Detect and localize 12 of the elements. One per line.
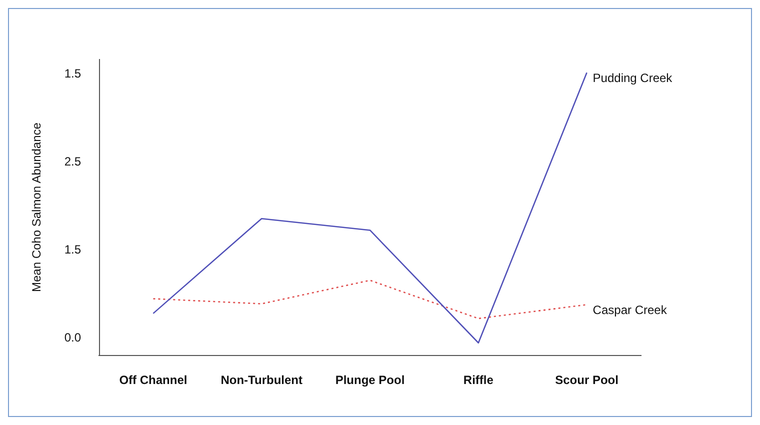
series-label: Pudding Creek [592, 70, 674, 85]
x-tick-label: Plunge Pool [335, 373, 405, 388]
text: 1.5 [64, 242, 82, 256]
x-tick-label: Off Channel [119, 373, 188, 388]
x-tick-label: Riffle [463, 373, 494, 388]
x-tick-label: Non-Turbulent [220, 373, 302, 388]
text: 1.5 [64, 66, 82, 80]
series-label: Caspar Creek [592, 302, 668, 317]
x-tick-label: Scour Pool [555, 373, 618, 388]
y-axis-title: Mean Coho Salmon Abundance [29, 122, 44, 292]
text: 0.0 [64, 330, 82, 344]
text: 2.5 [64, 154, 82, 168]
